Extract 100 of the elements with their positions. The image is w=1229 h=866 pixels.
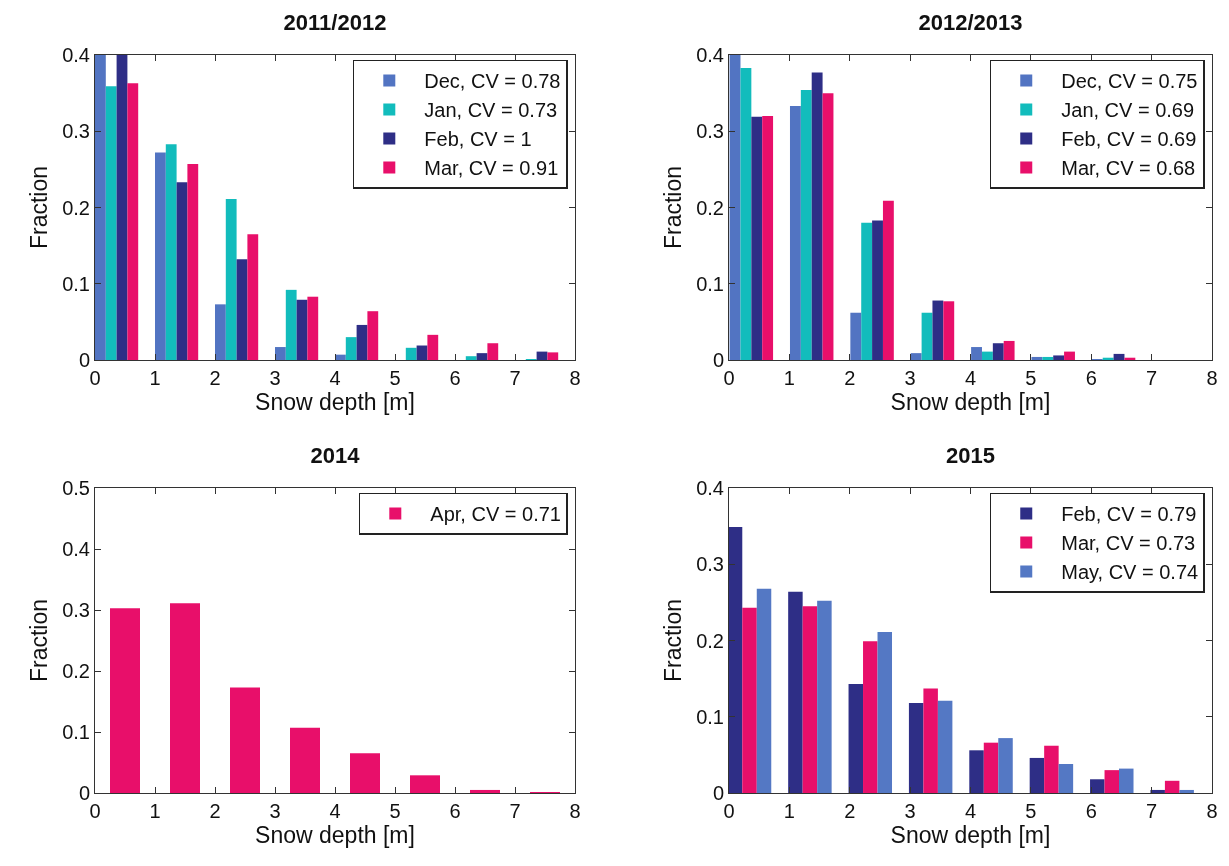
x-tick-label: 2 (844, 367, 856, 389)
bar (981, 351, 993, 360)
x-tick-label: 4 (329, 800, 341, 822)
bar (817, 600, 832, 793)
y-tick-label: 0.1 (696, 705, 724, 728)
x-tick-label: 1 (149, 367, 161, 389)
legend-label: Apr, CV = 0.71 (430, 503, 561, 526)
bar (547, 352, 559, 360)
x-tick-label: 1 (783, 800, 795, 822)
x-tick-label: 6 (449, 367, 461, 389)
x-tick-label: 7 (1146, 800, 1158, 822)
y-tick-label: 0.4 (696, 477, 724, 499)
legend-label: Dec, CV = 0.75 (1061, 70, 1198, 93)
y-tick-label: 0.1 (62, 272, 90, 295)
bar (882, 200, 894, 360)
bar (1113, 353, 1125, 360)
bar (230, 687, 260, 793)
bar (822, 93, 834, 360)
bar (1003, 340, 1015, 360)
y-tick-label: 0.2 (62, 660, 90, 682)
bar (910, 353, 922, 360)
bar (1119, 768, 1134, 793)
y-tick-label: 0 (712, 349, 724, 371)
x-tick-label: 8 (1206, 800, 1218, 822)
x-axis-title: Snow depth [m] (890, 389, 1051, 415)
y-axis-title: Fraction (25, 598, 52, 683)
bar (170, 603, 200, 793)
bar (1031, 356, 1043, 360)
y-tick-label: 0.1 (62, 721, 90, 743)
x-tick-label: 2 (209, 800, 221, 822)
legend-label: Feb, CV = 1 (424, 128, 532, 151)
bar (225, 199, 237, 360)
bar (1042, 356, 1054, 360)
bar (165, 144, 177, 360)
y-tick-label: 0.3 (62, 120, 90, 143)
x-tick-label: 7 (509, 800, 521, 822)
chart-title: 2015 (946, 442, 995, 468)
legend-label: Mar, CV = 0.91 (424, 157, 559, 180)
x-tick-label: 3 (269, 367, 281, 389)
y-tick-label: 0.2 (696, 629, 724, 652)
legend-label: Jan, CV = 0.73 (424, 99, 558, 122)
x-tick-label: 5 (389, 800, 401, 822)
bar (367, 311, 379, 360)
bar (1164, 780, 1180, 793)
bar (236, 259, 248, 360)
y-tick-label: 0.2 (696, 196, 724, 219)
chart-title: 2014 (310, 442, 361, 468)
bar (971, 347, 982, 360)
bar (789, 106, 801, 360)
y-tick-label: 0.4 (62, 44, 90, 66)
bar (155, 152, 166, 360)
bar (215, 304, 226, 360)
x-tick-label: 4 (964, 367, 977, 389)
bar (811, 72, 823, 360)
bar (1179, 789, 1194, 793)
y-tick-label: 0.5 (62, 477, 90, 499)
bar (127, 83, 139, 360)
y-tick-label: 0.1 (696, 272, 724, 295)
bar (405, 347, 417, 360)
x-tick-label: 2 (844, 800, 856, 822)
bar (742, 607, 757, 793)
bar (943, 301, 955, 360)
bar (861, 222, 873, 360)
bar (877, 632, 893, 793)
x-tick-label: 5 (1025, 367, 1037, 389)
bar (285, 289, 297, 360)
bar (187, 164, 199, 360)
bar (937, 700, 953, 793)
y-tick-label: 0.4 (696, 44, 724, 66)
x-tick-label: 7 (509, 367, 521, 389)
bar (932, 300, 944, 360)
bar (740, 67, 752, 360)
bar (176, 182, 188, 360)
legend-label: May, CV = 0.74 (1061, 561, 1199, 584)
x-tick-label: 6 (449, 800, 461, 822)
x-tick-label: 8 (1206, 367, 1218, 389)
x-tick-label: 1 (783, 367, 795, 389)
bar (983, 742, 999, 793)
y-tick-label: 0 (78, 782, 90, 804)
bar (850, 312, 862, 360)
bar (1044, 745, 1059, 793)
y-tick-label: 0.3 (62, 599, 90, 621)
bar (470, 789, 500, 793)
y-tick-label: 0.2 (62, 196, 90, 219)
bar (105, 86, 117, 360)
x-tick-label: 7 (1146, 367, 1158, 389)
y-axis-title: Fraction (659, 165, 686, 250)
bar (923, 688, 938, 793)
bar (427, 334, 439, 360)
x-tick-label: 3 (904, 800, 916, 822)
chart-title: 2012/2013 (918, 9, 1023, 35)
bar (476, 353, 488, 360)
bar (416, 345, 428, 360)
legend-label: Feb, CV = 0.69 (1061, 128, 1197, 151)
bar (802, 606, 818, 793)
x-tick-label: 4 (964, 800, 977, 822)
y-tick-label: 0.3 (696, 553, 724, 576)
x-tick-label: 1 (149, 800, 161, 822)
x-tick-label: 5 (389, 367, 401, 389)
legend-label: Mar, CV = 0.68 (1061, 157, 1196, 180)
